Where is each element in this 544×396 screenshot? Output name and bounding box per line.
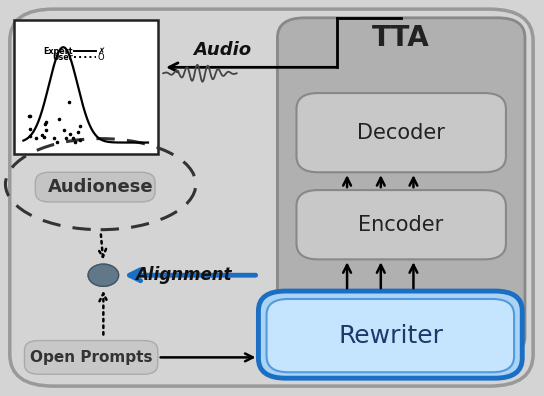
Point <box>76 137 84 143</box>
Text: User: User <box>52 53 72 62</box>
Text: Open Prompts: Open Prompts <box>30 350 153 365</box>
FancyBboxPatch shape <box>296 93 506 172</box>
Point <box>41 121 50 128</box>
Point <box>53 139 61 145</box>
Point <box>26 133 35 139</box>
Point <box>32 135 40 141</box>
Text: Alignment: Alignment <box>135 266 232 284</box>
Point <box>38 131 47 138</box>
FancyBboxPatch shape <box>267 299 514 372</box>
FancyBboxPatch shape <box>24 341 158 374</box>
Text: Audio: Audio <box>193 40 251 59</box>
Point <box>73 129 82 135</box>
Point <box>25 126 34 132</box>
Point <box>71 139 79 145</box>
FancyBboxPatch shape <box>277 18 525 356</box>
Text: Rewriter: Rewriter <box>338 324 443 348</box>
Point <box>62 135 71 141</box>
Circle shape <box>88 264 119 286</box>
Point <box>26 113 35 120</box>
FancyBboxPatch shape <box>296 190 506 259</box>
FancyBboxPatch shape <box>35 172 155 202</box>
Point <box>41 119 50 125</box>
Text: O: O <box>97 53 104 62</box>
Point <box>25 113 34 120</box>
Point <box>69 135 77 141</box>
Text: TTA: TTA <box>372 24 430 51</box>
Text: Encoder: Encoder <box>358 215 443 235</box>
Point <box>50 135 58 141</box>
Point <box>65 130 74 137</box>
Point <box>76 123 84 129</box>
FancyBboxPatch shape <box>14 20 158 154</box>
FancyBboxPatch shape <box>10 9 533 386</box>
Point <box>55 116 64 123</box>
Text: ✗: ✗ <box>97 47 105 56</box>
Text: Audionese: Audionese <box>48 178 153 196</box>
FancyBboxPatch shape <box>258 291 522 378</box>
Point <box>65 99 74 106</box>
Point <box>39 133 48 140</box>
Text: Expert: Expert <box>43 47 72 56</box>
Point <box>41 127 50 133</box>
Point <box>60 127 69 133</box>
Text: Decoder: Decoder <box>357 123 445 143</box>
